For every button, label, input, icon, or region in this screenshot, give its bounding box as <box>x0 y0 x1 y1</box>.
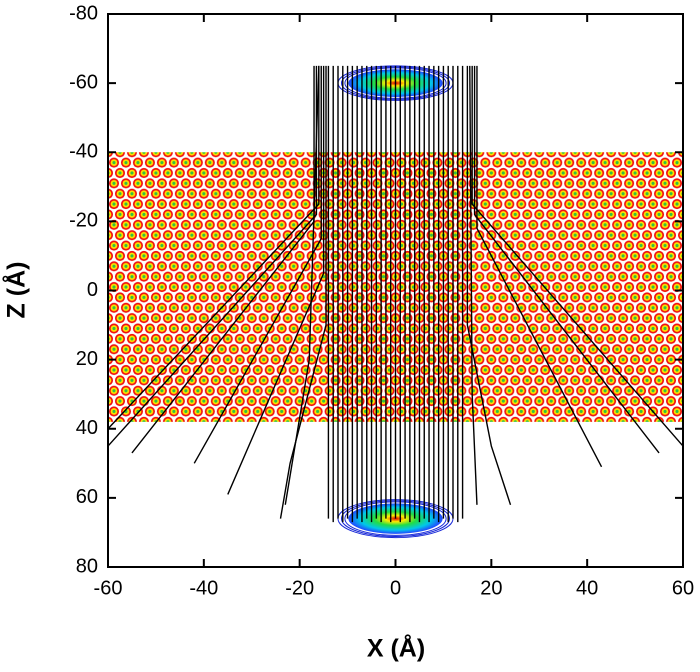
y-tick-label: 60 <box>76 486 98 508</box>
y-tick-label: -60 <box>69 71 98 93</box>
trajectory <box>227 65 325 495</box>
y-tick-label: 20 <box>76 348 98 370</box>
trajectory <box>193 65 322 464</box>
y-tick-label: 0 <box>87 279 98 301</box>
y-tick-label: 40 <box>76 417 98 439</box>
trajectory <box>476 65 603 468</box>
x-tick-label: 60 <box>672 577 694 599</box>
x-axis-title: X (Å) <box>367 634 425 663</box>
x-tick-label: -60 <box>94 577 123 599</box>
x-tick-label: -20 <box>285 577 314 599</box>
x-tick-label: 20 <box>480 577 502 599</box>
x-tick-label: -40 <box>189 577 218 599</box>
trajectory <box>471 65 684 447</box>
trajectory <box>466 65 512 506</box>
trajectory <box>107 65 318 447</box>
trajectory <box>284 65 320 505</box>
trajectory <box>469 65 478 505</box>
x-tick-label: 40 <box>576 577 598 599</box>
y-axis-title: Z (Å) <box>2 262 31 319</box>
trajectory <box>279 65 327 519</box>
trajectory <box>473 65 660 454</box>
trajectory <box>107 65 320 430</box>
y-tick-label: -80 <box>69 2 98 24</box>
y-tick-label: -40 <box>69 141 98 163</box>
x-tick-label: 0 <box>390 577 401 599</box>
y-tick-label: -20 <box>69 210 98 232</box>
y-tick-label: 80 <box>76 555 98 577</box>
